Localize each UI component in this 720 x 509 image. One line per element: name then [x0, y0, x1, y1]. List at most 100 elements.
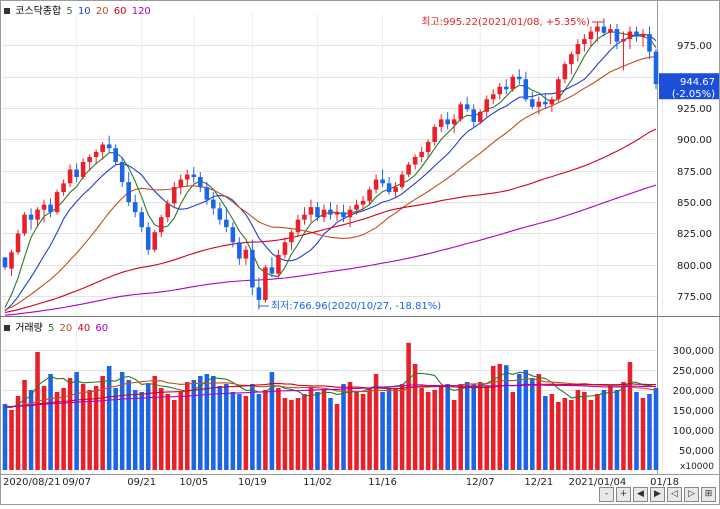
- volume-bar: [41, 386, 47, 470]
- candle-body: [595, 26, 600, 32]
- candle-body: [132, 202, 138, 213]
- volume-bar: [438, 386, 444, 470]
- candle-body: [165, 203, 171, 218]
- volume-bar: [67, 378, 73, 470]
- candle-body: [530, 99, 535, 107]
- volume-bar: [54, 392, 60, 470]
- candle-body: [477, 111, 483, 122]
- candle-body: [621, 39, 626, 42]
- vol-legend-ma60: 60: [95, 323, 109, 334]
- candle-body: [640, 34, 646, 37]
- volume-bar: [35, 352, 40, 470]
- step-right-button[interactable]: ▷: [684, 487, 699, 502]
- candle-body: [185, 174, 190, 180]
- zoom-in-button[interactable]: +: [616, 487, 631, 502]
- candle-body: [523, 79, 529, 100]
- volume-bar: [269, 372, 275, 470]
- volume-tick-label: 100,000: [673, 426, 714, 437]
- candle-body: [35, 209, 40, 220]
- candle-body: [289, 232, 294, 243]
- volume-bar: [575, 390, 581, 470]
- candle-body: [354, 204, 359, 210]
- candle-body: [61, 183, 66, 193]
- volume-bar: [634, 392, 639, 470]
- zoom-out-button[interactable]: -: [599, 487, 614, 502]
- volume-bar: [237, 394, 242, 470]
- price-tick-label: 975.00: [677, 41, 712, 52]
- date-tick-label: 01/18: [650, 477, 679, 488]
- date-tick-label: 10/05: [179, 477, 208, 488]
- volume-bar: [477, 382, 483, 470]
- candle-body: [438, 119, 444, 127]
- candle-body: [510, 76, 516, 90]
- volume-bar: [653, 388, 659, 470]
- candle-body: [67, 169, 73, 184]
- volume-tick-label: 200,000: [673, 386, 714, 397]
- scroll-left-button[interactable]: ◀: [633, 487, 648, 502]
- volume-bar: [621, 382, 626, 470]
- candle-body: [445, 119, 450, 125]
- candle-body: [464, 104, 470, 110]
- volume-bar: [87, 390, 92, 470]
- volume-bar: [61, 388, 66, 470]
- volume-bar: [530, 378, 535, 470]
- scroll-right-button[interactable]: ▶: [650, 487, 665, 502]
- candle-body: [119, 161, 125, 183]
- volume-bar: [451, 400, 457, 470]
- candle-body: [204, 187, 210, 200]
- candle-body: [2, 257, 8, 268]
- candle-body: [360, 200, 366, 205]
- candle-body: [48, 204, 53, 213]
- current-change-label: (-2.05%): [672, 89, 715, 100]
- volume-bar: [321, 390, 327, 470]
- volume-ma5-line: [5, 371, 657, 408]
- volume-bar: [562, 398, 568, 470]
- candle-body: [497, 86, 503, 95]
- date-tick-label: 09/07: [62, 477, 91, 488]
- volume-bar: [556, 402, 561, 470]
- candle-body: [54, 192, 60, 213]
- candle-body: [256, 287, 262, 300]
- volume-bar: [367, 388, 372, 470]
- candle-body: [569, 54, 574, 65]
- volume-bar: [28, 390, 34, 470]
- candle-body: [295, 219, 301, 233]
- volume-bar: [582, 392, 587, 470]
- step-left-button[interactable]: ◁: [667, 487, 682, 502]
- volume-bar: [276, 388, 281, 470]
- candle-body: [634, 31, 639, 37]
- volume-bar: [497, 364, 503, 470]
- price-ma10-line: [4, 33, 657, 312]
- volume-bar: [295, 398, 301, 470]
- fit-view-button[interactable]: ⊞: [701, 487, 716, 502]
- candle-body: [106, 144, 112, 149]
- high-pointer: [591, 18, 605, 23]
- volume-bar: [334, 404, 340, 470]
- candle-body: [308, 207, 314, 215]
- volume-bar: [419, 388, 424, 470]
- candle-body: [152, 232, 158, 250]
- volume-bar: [106, 366, 112, 470]
- volume-bar: [145, 384, 151, 470]
- candle-body: [458, 104, 463, 120]
- candle-body: [41, 204, 47, 210]
- volume-bar: [354, 392, 359, 470]
- date-tick-label: 12/21: [524, 477, 553, 488]
- candle-body: [263, 267, 268, 300]
- candle-body: [315, 207, 320, 218]
- legend-ma60: 60: [113, 6, 127, 17]
- candle-body: [80, 161, 86, 178]
- candle-body: [191, 174, 197, 178]
- candle-body: [425, 141, 431, 152]
- price-tick-label: 850.00: [677, 198, 712, 209]
- volume-bar: [15, 396, 21, 470]
- candle-body: [158, 217, 164, 233]
- candle-body: [562, 64, 568, 80]
- candle-body: [211, 199, 216, 209]
- price-tick-label: 875.00: [677, 167, 712, 178]
- candle-body: [490, 94, 496, 100]
- volume-bar: [445, 384, 450, 470]
- volume-bar: [113, 388, 118, 470]
- price-tick-label: 800.00: [677, 261, 712, 272]
